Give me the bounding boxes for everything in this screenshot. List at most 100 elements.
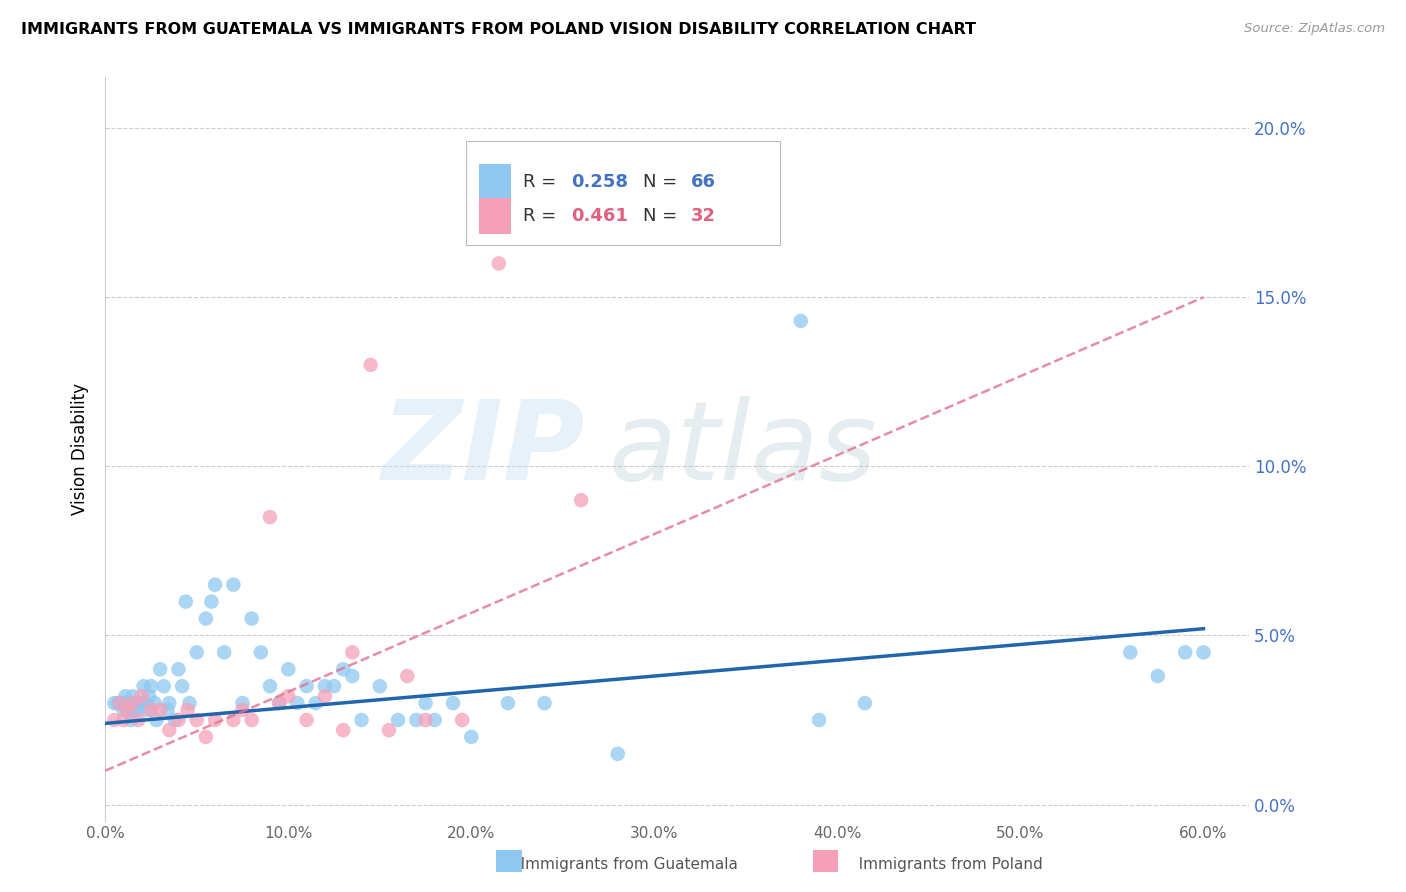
Point [314, 690, 336, 704]
Point [360, 358, 382, 372]
Text: 0.258: 0.258 [571, 173, 628, 192]
Point [204, 578, 226, 592]
Point [231, 703, 253, 717]
Point [323, 679, 346, 693]
Point [156, 703, 179, 717]
Y-axis label: Vision Disability: Vision Disability [72, 384, 89, 516]
Point [115, 703, 138, 717]
Point [269, 696, 291, 710]
Point [1174, 645, 1197, 659]
Point [112, 703, 135, 717]
Point [167, 662, 190, 676]
Point [295, 679, 318, 693]
Text: IMMIGRANTS FROM GUATEMALA VS IMMIGRANTS FROM POLAND VISION DISABILITY CORRELATIO: IMMIGRANTS FROM GUATEMALA VS IMMIGRANTS … [21, 22, 976, 37]
Point [134, 696, 156, 710]
Point [115, 696, 138, 710]
Point [157, 696, 180, 710]
Point [127, 713, 149, 727]
Point [231, 696, 253, 710]
Point [790, 314, 813, 328]
Point [172, 679, 194, 693]
Point [488, 256, 510, 270]
Point [120, 713, 142, 727]
Point [423, 713, 446, 727]
Point [186, 645, 208, 659]
Point [103, 696, 125, 710]
Point [415, 713, 437, 727]
Point [186, 713, 208, 727]
Bar [479, 164, 512, 200]
Text: R =: R = [523, 207, 562, 225]
Bar [479, 198, 512, 234]
Point [145, 713, 167, 727]
Point [853, 696, 876, 710]
Text: 32: 32 [690, 207, 716, 225]
Point [332, 662, 354, 676]
Point [441, 696, 464, 710]
Point [179, 696, 201, 710]
Point [240, 713, 263, 727]
Point [305, 696, 328, 710]
Point [342, 669, 364, 683]
Point [1192, 645, 1215, 659]
Text: atlas: atlas [609, 396, 877, 503]
Point [194, 730, 217, 744]
Point [121, 690, 143, 704]
Point [533, 696, 555, 710]
Point [295, 713, 318, 727]
Text: Immigrants from Poland: Immigrants from Poland [844, 857, 1042, 872]
Point [107, 696, 129, 710]
Point [132, 679, 155, 693]
Point [314, 679, 336, 693]
Text: Immigrants from Guatemala: Immigrants from Guatemala [506, 857, 738, 872]
Point [269, 696, 291, 710]
Point [138, 690, 160, 704]
Point [350, 713, 373, 727]
Point [149, 703, 172, 717]
Point [606, 747, 628, 761]
Point [222, 578, 245, 592]
Point [332, 723, 354, 738]
FancyBboxPatch shape [465, 141, 780, 244]
Point [149, 662, 172, 676]
Point [127, 703, 149, 717]
Text: N =: N = [643, 173, 683, 192]
Point [259, 510, 281, 524]
Point [460, 730, 482, 744]
Point [125, 696, 148, 710]
Point [136, 703, 159, 717]
Text: R =: R = [523, 173, 562, 192]
Point [152, 679, 174, 693]
Point [240, 611, 263, 625]
Point [194, 611, 217, 625]
Point [157, 723, 180, 738]
Point [108, 696, 131, 710]
Point [368, 679, 391, 693]
Point [200, 594, 222, 608]
Point [139, 679, 162, 693]
Bar [496, 850, 522, 872]
Point [342, 645, 364, 659]
Text: Source: ZipAtlas.com: Source: ZipAtlas.com [1244, 22, 1385, 36]
Point [287, 696, 309, 710]
Point [131, 690, 153, 704]
Point [108, 696, 131, 710]
Text: N =: N = [643, 207, 683, 225]
Point [249, 645, 271, 659]
Bar [813, 850, 838, 872]
Point [167, 713, 190, 727]
Point [378, 723, 401, 738]
Point [569, 493, 592, 508]
Text: 66: 66 [690, 173, 716, 192]
Point [387, 713, 409, 727]
Point [143, 696, 166, 710]
Point [1119, 645, 1142, 659]
Point [121, 696, 143, 710]
Point [808, 713, 831, 727]
Point [415, 696, 437, 710]
Text: ZIP: ZIP [382, 396, 586, 503]
Point [277, 662, 299, 676]
Point [139, 703, 162, 717]
Point [212, 645, 235, 659]
Point [451, 713, 474, 727]
